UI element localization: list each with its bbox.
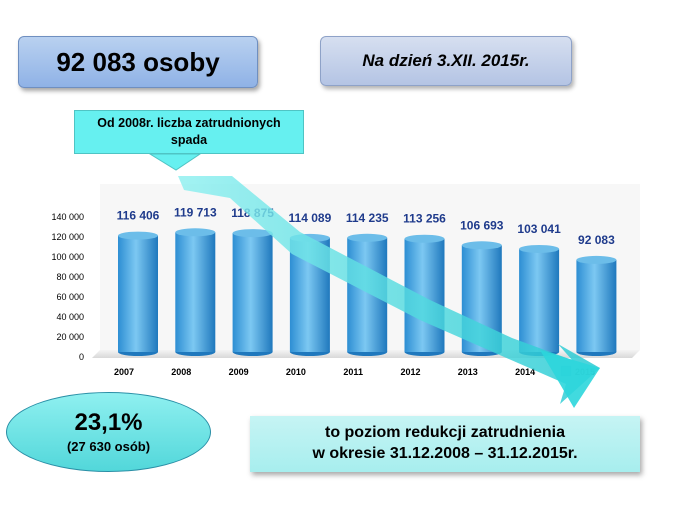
bar-top xyxy=(175,228,216,237)
data-label-2013: 106 693 xyxy=(460,218,504,232)
bar-2009 xyxy=(232,229,273,356)
y-tick-40000: 40 000 xyxy=(56,312,84,322)
y-tick-100000: 100 000 xyxy=(51,252,84,262)
bar-body xyxy=(118,235,158,352)
bar-body xyxy=(232,233,273,352)
y-axis-tick-labels: 0 20 000 40 000 60 000 80 000 100 000 120 000 1… xyxy=(51,212,84,362)
x-tick-2012: 2012 xyxy=(400,367,420,377)
bar-2014 xyxy=(519,244,560,356)
x-tick-2013: 2013 xyxy=(458,367,478,377)
note-pointer xyxy=(148,153,202,171)
data-label-2007: 116 406 xyxy=(117,209,160,223)
x-tick-2011: 2011 xyxy=(343,367,363,377)
bar-2008 xyxy=(175,228,216,356)
total-employees-value: 92 083 osoby xyxy=(56,46,220,77)
y-tick-120000: 120 000 xyxy=(51,232,84,242)
reduction-description-box: to poziom redukcji zatrudnienia w okresi… xyxy=(250,416,640,472)
bar-top xyxy=(118,231,158,240)
y-tick-60000: 60 000 xyxy=(56,292,84,302)
x-tick-2014: 2014 xyxy=(515,367,535,377)
reduction-percent: 23,1% xyxy=(74,408,143,436)
bar-2007 xyxy=(118,231,158,356)
bar-body xyxy=(519,248,560,352)
bar-body xyxy=(175,232,216,352)
data-label-2011: 114 235 xyxy=(346,211,389,225)
reduction-line-2: w okresie 31.12.2008 – 31.12.2015r. xyxy=(312,445,578,462)
y-tick-140000: 140 000 xyxy=(51,212,84,222)
bars-group xyxy=(118,228,617,356)
bar-top xyxy=(232,229,273,238)
data-label-2008: 119 713 xyxy=(174,205,217,219)
y-tick-0: 0 xyxy=(79,352,84,362)
bar-top xyxy=(576,255,617,264)
data-label-2015: 92 083 xyxy=(578,233,615,247)
bar-top xyxy=(519,244,560,253)
bar-2015 xyxy=(576,255,617,356)
bar-body xyxy=(576,259,617,352)
bar-top xyxy=(404,234,445,243)
x-tick-2008: 2008 xyxy=(171,367,191,377)
x-tick-2009: 2009 xyxy=(229,367,249,377)
x-tick-2010: 2010 xyxy=(286,367,306,377)
data-label-2012: 113 256 xyxy=(403,212,446,226)
bar-top xyxy=(347,233,388,242)
decline-note-box: Od 2008r. liczba zatrudnionych spada xyxy=(74,110,304,154)
data-label-2014: 103 041 xyxy=(517,222,561,236)
date-label: Na dzień 3.XII. 2015r. xyxy=(362,51,530,70)
y-tick-20000: 20 000 xyxy=(56,332,84,342)
date-label-box: Na dzień 3.XII. 2015r. xyxy=(320,36,572,86)
decline-note-text: Od 2008r. liczba zatrudnionych spada xyxy=(97,116,281,147)
x-axis-tick-labels: 200720082009201020112012201320142015 xyxy=(114,367,595,377)
data-label-2010: 114 089 xyxy=(289,211,332,225)
reduction-count: (27 630 osób) xyxy=(66,439,151,455)
x-tick-2007: 2007 xyxy=(114,367,134,377)
decline-arrow xyxy=(178,176,600,404)
decline-arrow-head xyxy=(540,350,600,408)
y-tick-80000: 80 000 xyxy=(56,272,84,282)
reduction-line-1: to poziom redukcji zatrudnienia xyxy=(324,424,566,442)
reduction-percent-ellipse: 23,1% (27 630 osób) xyxy=(6,392,211,472)
total-employees-box: 92 083 osoby xyxy=(18,36,258,88)
bar-top xyxy=(461,241,502,250)
